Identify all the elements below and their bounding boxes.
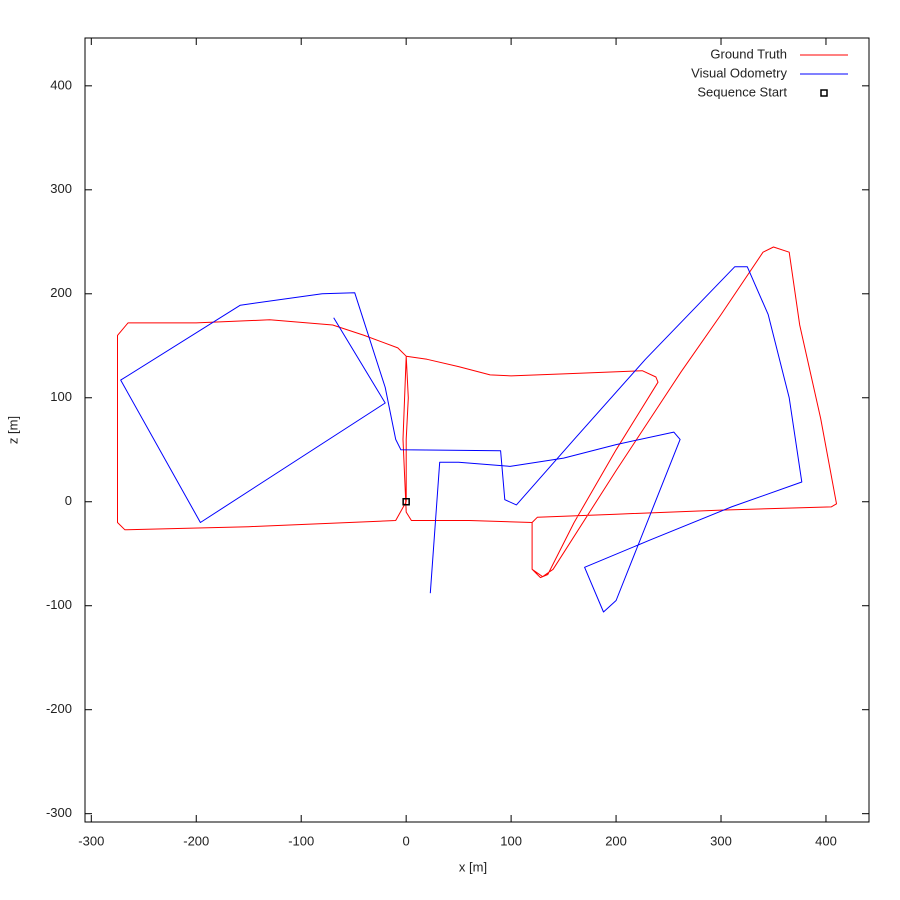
y-tick-label: 100 (50, 389, 72, 404)
legend-label: Sequence Start (697, 84, 787, 99)
y-axis-label: z [m] (5, 416, 20, 444)
x-tick-label: 100 (500, 833, 522, 848)
legend-label: Ground Truth (710, 46, 787, 61)
y-tick-label: 200 (50, 285, 72, 300)
x-tick-label: 300 (710, 833, 732, 848)
x-tick-label: -100 (288, 833, 314, 848)
legend-swatch (820, 89, 828, 97)
y-tick-label: 300 (50, 181, 72, 196)
x-axis-label: x [m] (459, 859, 487, 874)
x-tick-label: 0 (403, 833, 410, 848)
start-marker (402, 497, 410, 506)
y-tick-label: 400 (50, 77, 72, 92)
x-tick-label: 200 (605, 833, 627, 848)
x-tick-label: -200 (183, 833, 209, 848)
legend-label: Visual Odometry (691, 65, 787, 80)
y-tick-label: -100 (46, 597, 72, 612)
plot-frame (84, 37, 870, 823)
y-tick-label: -200 (46, 701, 72, 716)
y-tick-label: -300 (46, 805, 72, 820)
y-tick-label: 0 (65, 493, 72, 508)
trajectory-line (117, 246, 837, 579)
trajectory-line (120, 266, 803, 613)
x-tick-label: -300 (78, 833, 104, 848)
x-tick-label: 400 (815, 833, 837, 848)
